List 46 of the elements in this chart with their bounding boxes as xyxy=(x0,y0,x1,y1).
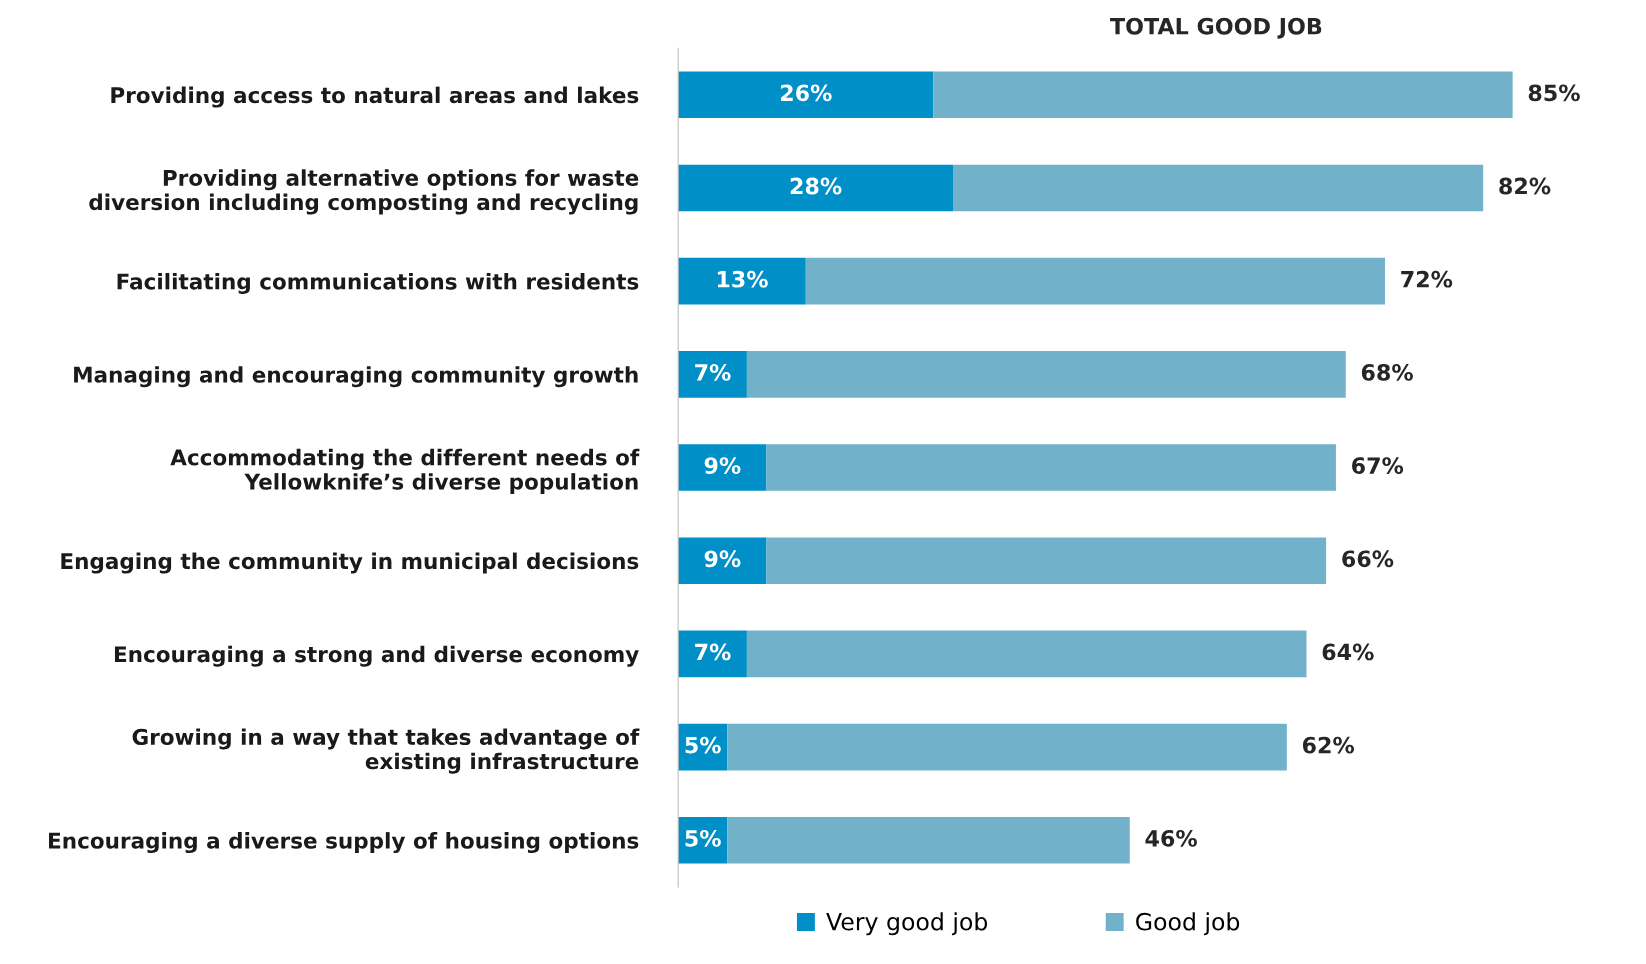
bar xyxy=(805,257,1386,305)
bar xyxy=(678,630,747,678)
bar xyxy=(727,723,1287,771)
bar xyxy=(678,257,806,305)
data-label: 9% xyxy=(704,550,741,568)
data-label: 9% xyxy=(704,457,741,474)
total-label: 62% xyxy=(1302,736,1355,754)
y-tick-label: Growing in a way that takes advantage of existing infrastructure xyxy=(132,728,640,774)
y-tick-label: Providing alternative options for waste diversion including composting and recycling xyxy=(89,169,639,215)
data-label: 5% xyxy=(685,829,721,847)
data-label: 7% xyxy=(695,363,731,381)
y-tick-label: Encouraging a diverse supply of housing options xyxy=(49,832,639,854)
bar xyxy=(727,816,1130,864)
bar xyxy=(746,630,1307,678)
y-tick-label: Managing and encouraging community growth xyxy=(74,366,638,388)
total-label: 85% xyxy=(1528,84,1580,102)
total-label: 68% xyxy=(1361,363,1413,381)
total-label: 72% xyxy=(1401,270,1453,288)
chart-title: TOTAL GOOD JOB xyxy=(1110,17,1322,39)
bar xyxy=(678,164,954,212)
bar xyxy=(766,444,1336,491)
bar xyxy=(953,164,1484,212)
total-label: 67% xyxy=(1352,457,1404,474)
bar xyxy=(933,71,1513,119)
data-label: 7% xyxy=(695,643,731,661)
data-label: 13% xyxy=(717,270,768,288)
y-tick-label: Facilitating communications with residents xyxy=(117,272,639,294)
y-tick-label: Encouraging a strong and diverse economy xyxy=(114,645,639,667)
bar xyxy=(678,537,767,585)
bar xyxy=(766,537,1327,585)
total-label: 64% xyxy=(1322,643,1374,661)
data-label: 26% xyxy=(780,84,832,102)
y-tick-label: Engaging the community in municipal decisions xyxy=(61,552,639,574)
bar xyxy=(678,71,934,119)
bar xyxy=(678,351,747,398)
data-label: 5% xyxy=(685,736,721,754)
bar xyxy=(678,444,767,491)
legend-label: Very good job xyxy=(826,912,988,936)
total-label: 46% xyxy=(1145,829,1197,847)
y-tick-label: Accommodating the different needs of Yellowknife’s diverse population xyxy=(170,448,640,494)
bar xyxy=(746,351,1346,398)
data-label: 28% xyxy=(790,177,842,195)
total-label: 66% xyxy=(1342,550,1394,568)
total-label: 82% xyxy=(1499,177,1551,195)
y-tick-label: Providing access to natural areas and lakes xyxy=(111,86,639,108)
legend-label: Good job xyxy=(1136,912,1240,936)
